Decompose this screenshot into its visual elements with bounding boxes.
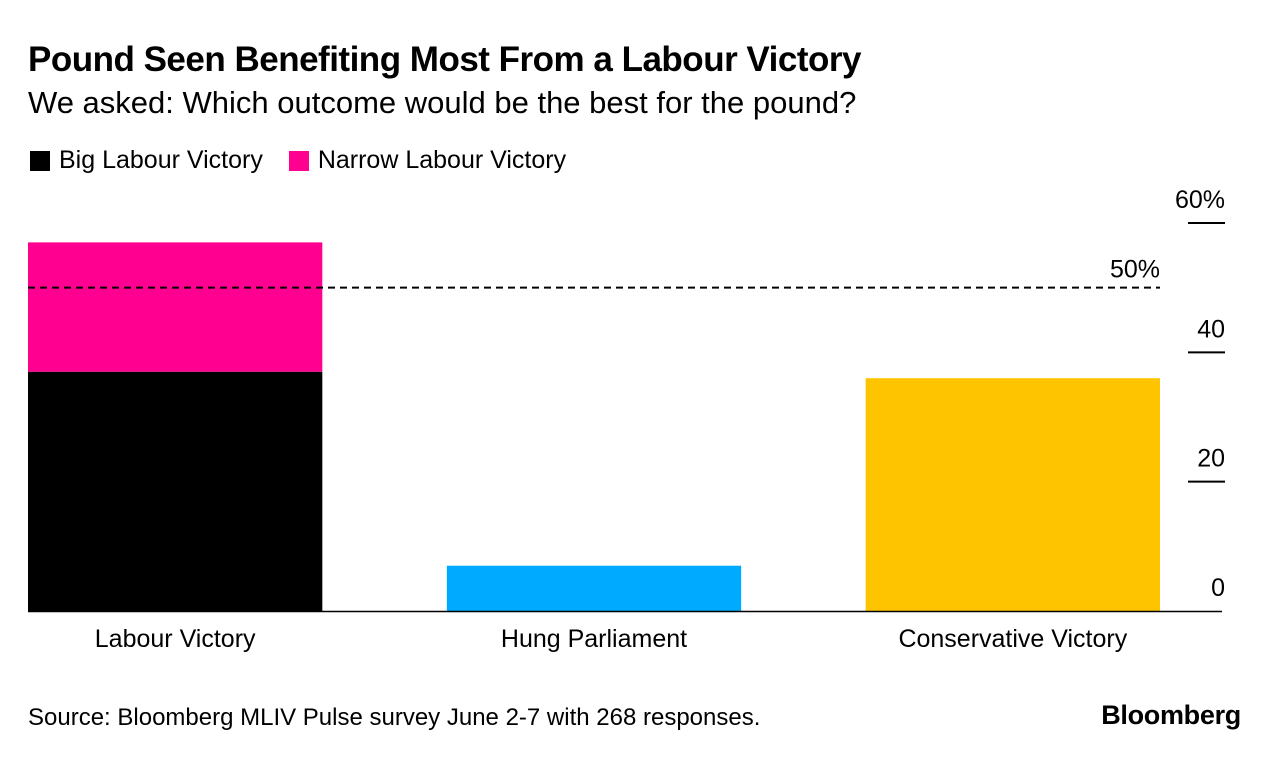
source-note: Source: Bloomberg MLIV Pulse survey June… — [28, 704, 761, 731]
chart-subtitle: We asked: Which outcome would be the bes… — [28, 85, 857, 120]
y-tick-label: 20 — [1197, 445, 1225, 473]
y-tick-label: 40 — [1197, 315, 1225, 343]
legend-swatch-big-labour — [30, 150, 50, 171]
x-tick-label: Hung Parliament — [501, 625, 687, 653]
legend-swatch-narrow-labour — [288, 150, 309, 171]
y-tick-label: 0 — [1211, 574, 1225, 602]
bar-conservative-victory — [865, 378, 1160, 611]
bar-narrow-labour-victory — [28, 242, 323, 372]
legend-label-narrow-labour: Narrow Labour Victory — [317, 146, 567, 174]
reference-line-label: 50% — [1110, 256, 1160, 284]
legend-item-narrow-labour: Narrow Labour Victory — [288, 146, 567, 175]
legend-label-big-labour: Big Labour Victory — [59, 146, 263, 174]
x-tick-label: Labour Victory — [95, 625, 256, 653]
legend-item-big-labour: Big Labour Victory — [30, 146, 263, 175]
x-tick-label: Conservative Victory — [898, 625, 1127, 653]
bloomberg-logo: Bloomberg — [1101, 700, 1241, 730]
chart-title: Pound Seen Benefiting Most From a Labour… — [28, 40, 861, 79]
y-tick-label: 60% — [1175, 186, 1225, 214]
legend: Big Labour Victory Narrow Labour Victory — [30, 146, 592, 175]
bar-big-labour-victory — [28, 371, 323, 611]
bar-hung-parliament — [446, 565, 742, 611]
